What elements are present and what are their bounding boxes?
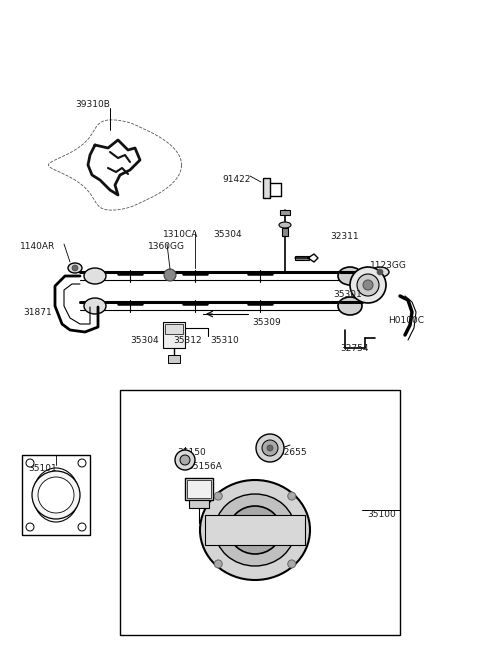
Ellipse shape bbox=[215, 494, 295, 566]
Text: 35156A: 35156A bbox=[187, 462, 222, 471]
Ellipse shape bbox=[229, 506, 281, 554]
Text: 35310: 35310 bbox=[210, 336, 239, 345]
Ellipse shape bbox=[371, 267, 389, 277]
Bar bbox=[282, 228, 288, 236]
Bar bbox=[189, 500, 209, 508]
Ellipse shape bbox=[68, 263, 82, 273]
Bar bbox=[280, 210, 290, 215]
Text: 39310B: 39310B bbox=[75, 100, 110, 109]
Circle shape bbox=[72, 265, 78, 271]
Text: 1123GG: 1123GG bbox=[370, 261, 407, 270]
Circle shape bbox=[288, 492, 296, 500]
Ellipse shape bbox=[248, 524, 262, 537]
Bar bbox=[163, 322, 185, 348]
Bar bbox=[168, 355, 180, 363]
Circle shape bbox=[363, 280, 373, 290]
Circle shape bbox=[180, 455, 190, 465]
Bar bbox=[185, 478, 213, 500]
Bar bbox=[120, 390, 400, 635]
Text: 35100: 35100 bbox=[367, 510, 396, 519]
Circle shape bbox=[357, 274, 379, 296]
Text: 1310CA: 1310CA bbox=[163, 230, 198, 239]
Text: 35301: 35301 bbox=[333, 290, 362, 299]
Ellipse shape bbox=[84, 268, 106, 284]
Text: 35304: 35304 bbox=[213, 230, 241, 239]
Circle shape bbox=[256, 434, 284, 462]
Text: 32754: 32754 bbox=[340, 344, 369, 353]
Circle shape bbox=[26, 523, 34, 531]
Circle shape bbox=[214, 492, 222, 500]
Text: 35304: 35304 bbox=[130, 336, 158, 345]
Text: 32311: 32311 bbox=[330, 232, 359, 241]
Bar bbox=[263, 178, 270, 198]
Circle shape bbox=[78, 523, 86, 531]
Circle shape bbox=[350, 267, 386, 303]
Circle shape bbox=[78, 459, 86, 467]
Circle shape bbox=[26, 459, 34, 467]
Text: 32655: 32655 bbox=[278, 448, 307, 457]
Ellipse shape bbox=[279, 222, 291, 228]
Text: 1360GG: 1360GG bbox=[148, 242, 185, 251]
Bar bbox=[165, 324, 183, 334]
Bar bbox=[187, 480, 211, 498]
Circle shape bbox=[32, 471, 80, 519]
Circle shape bbox=[214, 560, 222, 568]
Bar bbox=[295, 256, 309, 260]
Ellipse shape bbox=[338, 267, 362, 285]
Ellipse shape bbox=[200, 480, 310, 580]
Ellipse shape bbox=[84, 298, 106, 314]
Circle shape bbox=[288, 560, 296, 568]
Circle shape bbox=[175, 450, 195, 470]
Ellipse shape bbox=[33, 468, 79, 522]
Circle shape bbox=[164, 269, 176, 281]
Circle shape bbox=[267, 445, 273, 451]
Circle shape bbox=[262, 440, 278, 456]
Text: 35101: 35101 bbox=[28, 464, 57, 473]
Bar bbox=[205, 515, 305, 545]
Bar bbox=[22, 455, 90, 535]
Circle shape bbox=[377, 269, 383, 275]
Text: 91422: 91422 bbox=[222, 175, 251, 184]
Ellipse shape bbox=[240, 516, 270, 544]
Text: 35309: 35309 bbox=[252, 318, 281, 327]
Text: 1140AR: 1140AR bbox=[20, 242, 55, 251]
Text: 31871: 31871 bbox=[23, 308, 52, 317]
Text: H0100C: H0100C bbox=[388, 316, 424, 325]
Text: 35312: 35312 bbox=[173, 336, 202, 345]
Text: 35150: 35150 bbox=[177, 448, 206, 457]
Ellipse shape bbox=[338, 297, 362, 315]
Circle shape bbox=[38, 477, 74, 513]
